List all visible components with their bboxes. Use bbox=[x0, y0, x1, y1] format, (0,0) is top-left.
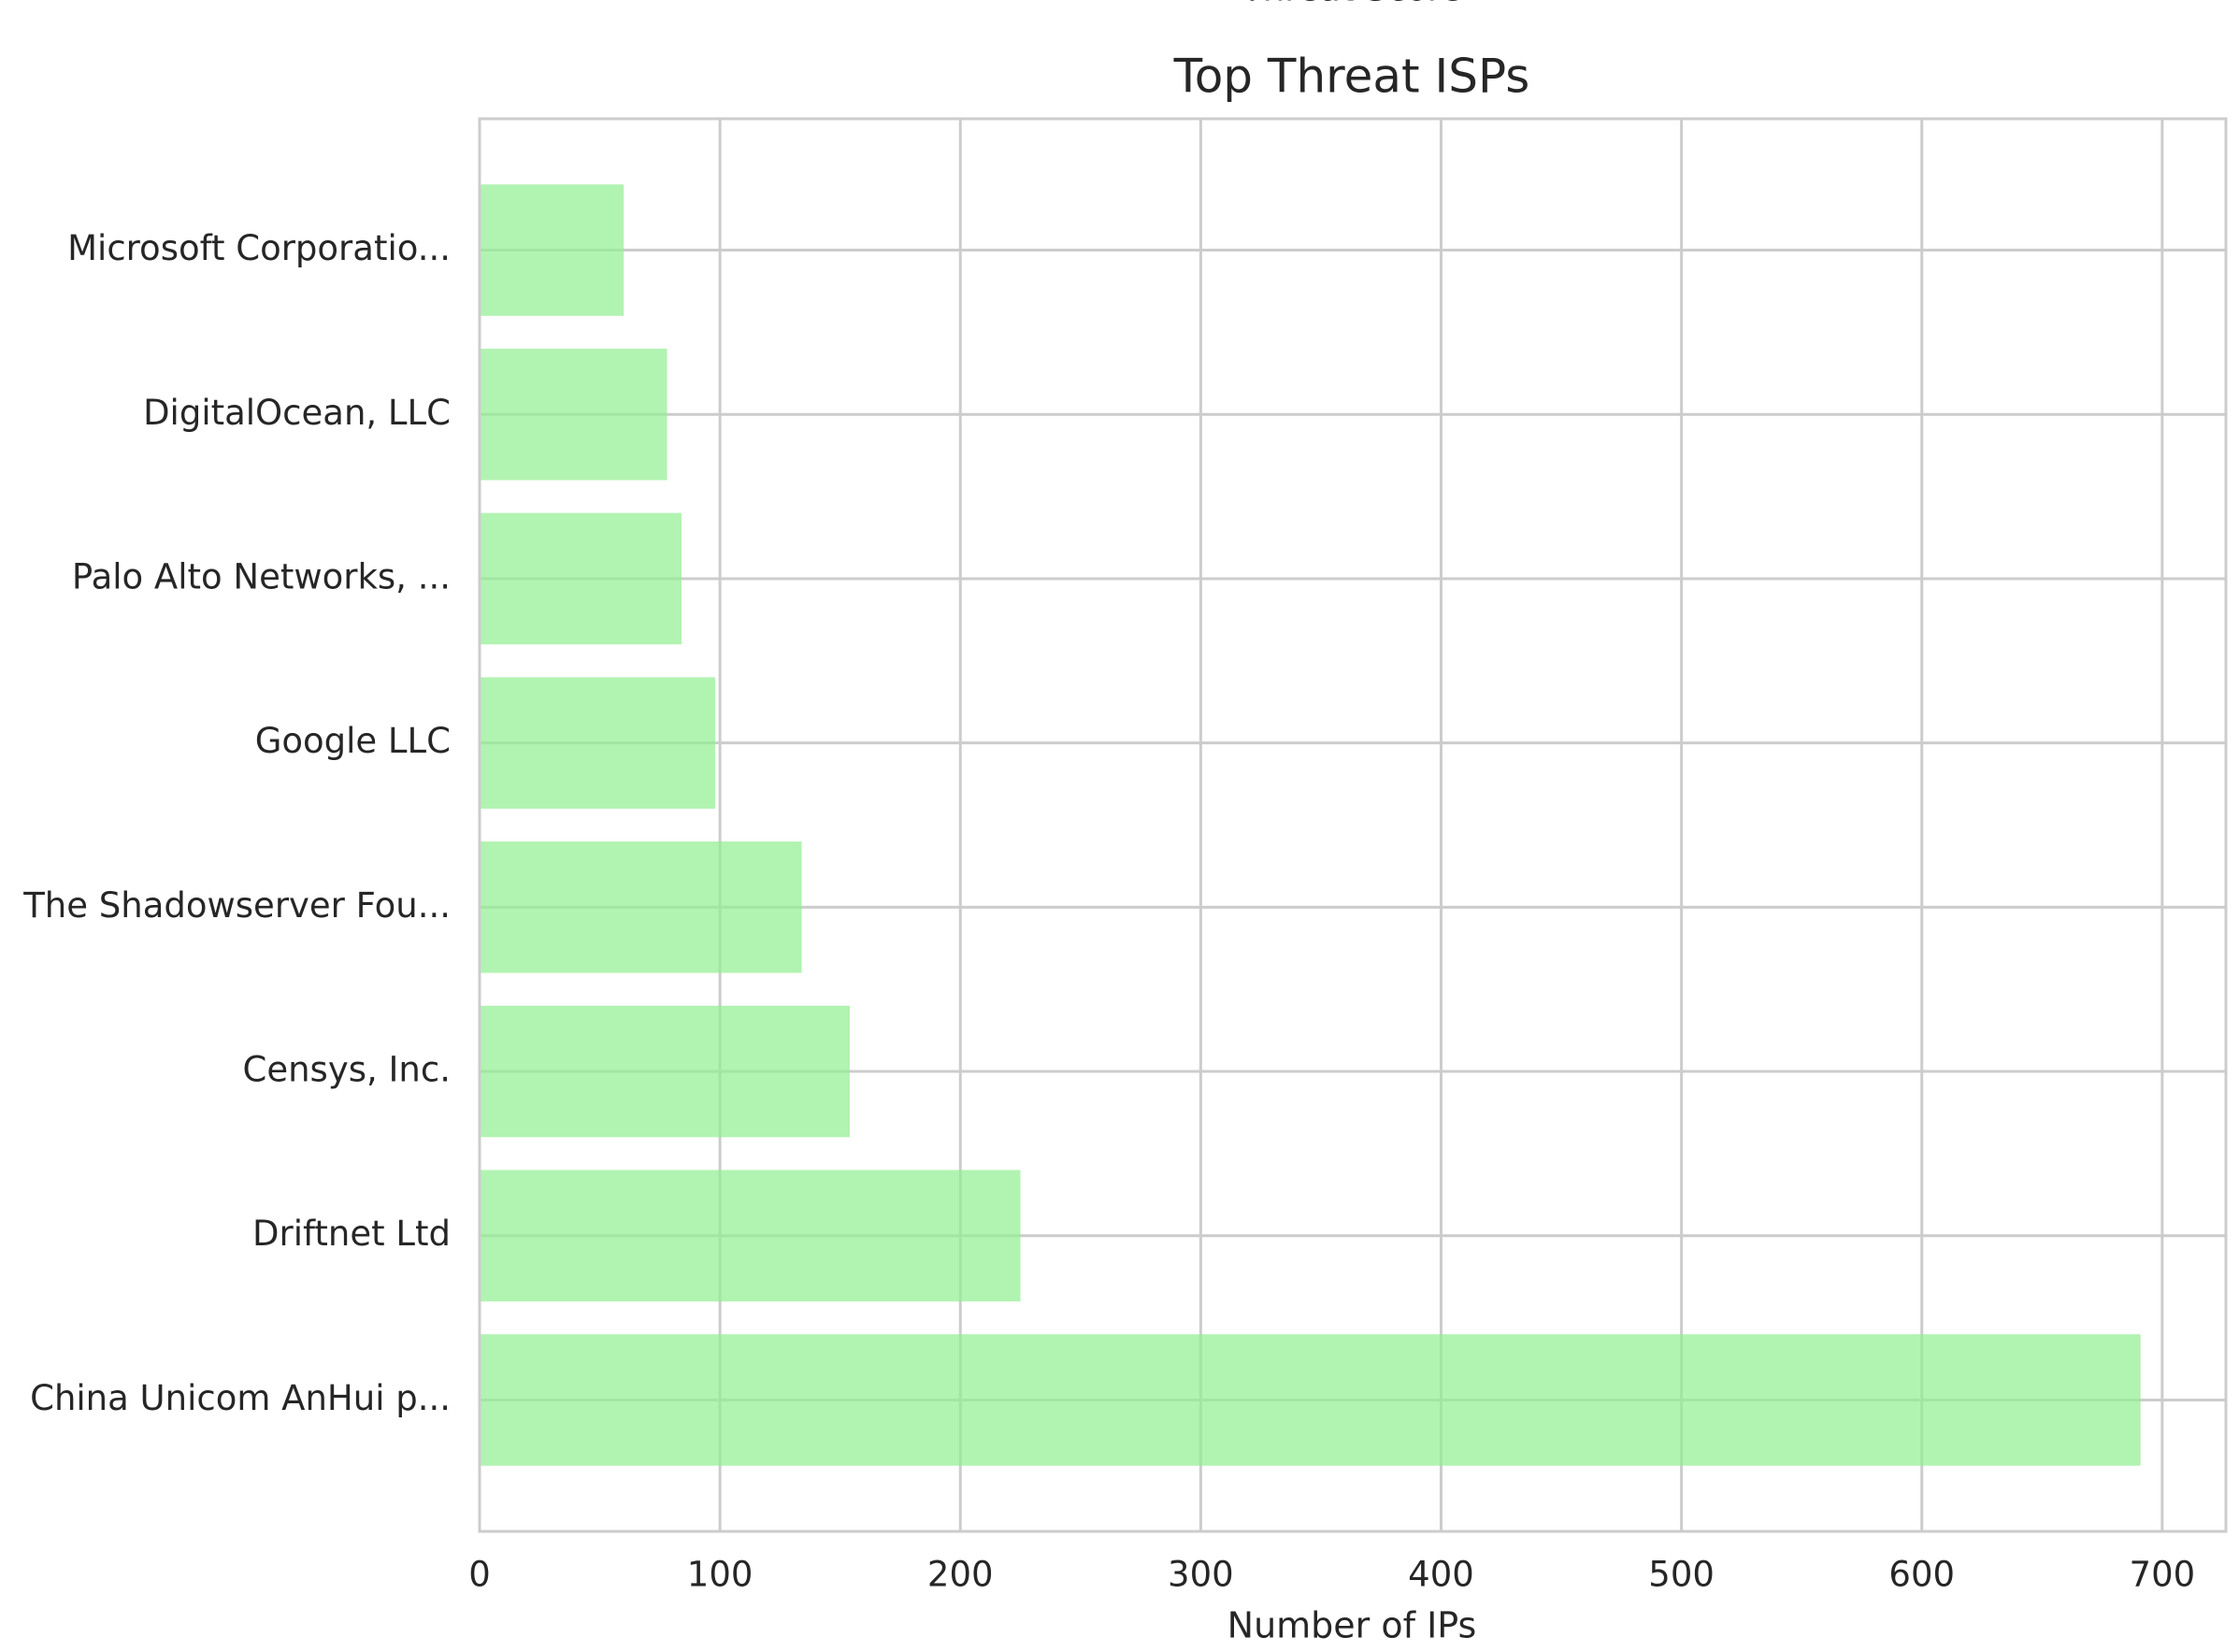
y-tick-label: DigitalOcean, LLC bbox=[143, 393, 451, 433]
y-tick-label: The Shadowserver Fou... bbox=[22, 885, 451, 926]
x-tick-label: 400 bbox=[1408, 1555, 1474, 1595]
clipped-label: Threat Score bbox=[1241, 0, 1462, 9]
y-tick-label: Palo Alto Networks, ... bbox=[72, 556, 451, 596]
y-tick-label: Driftnet Ltd bbox=[252, 1214, 451, 1254]
x-tick-label: 100 bbox=[687, 1555, 754, 1595]
x-axis-label: Number of IPs bbox=[1227, 1605, 1477, 1646]
x-tick-label: 300 bbox=[1168, 1555, 1234, 1595]
y-tick-label: Google LLC bbox=[255, 721, 451, 761]
bar bbox=[480, 184, 624, 316]
bar bbox=[480, 1005, 850, 1138]
x-tick-label: 0 bbox=[468, 1555, 491, 1595]
bar bbox=[480, 1170, 1021, 1302]
plot-frame bbox=[478, 117, 2228, 1533]
y-tick-label: China Unicom AnHui p... bbox=[30, 1378, 451, 1418]
chart-title: Top Threat ISPs bbox=[1173, 50, 1530, 104]
bar bbox=[480, 1334, 2141, 1466]
y-tick-label: Censys, Inc. bbox=[243, 1050, 452, 1090]
bar bbox=[480, 677, 715, 809]
bar bbox=[480, 841, 802, 973]
x-tick-label: 600 bbox=[1888, 1555, 1955, 1595]
bar bbox=[480, 348, 667, 481]
x-tick-label: 200 bbox=[927, 1555, 994, 1595]
x-tick-label: 500 bbox=[1648, 1555, 1715, 1595]
bar bbox=[480, 512, 682, 645]
y-tick-label: Microsoft Corporatio... bbox=[67, 228, 451, 268]
x-tick-label: 700 bbox=[2130, 1555, 2196, 1595]
